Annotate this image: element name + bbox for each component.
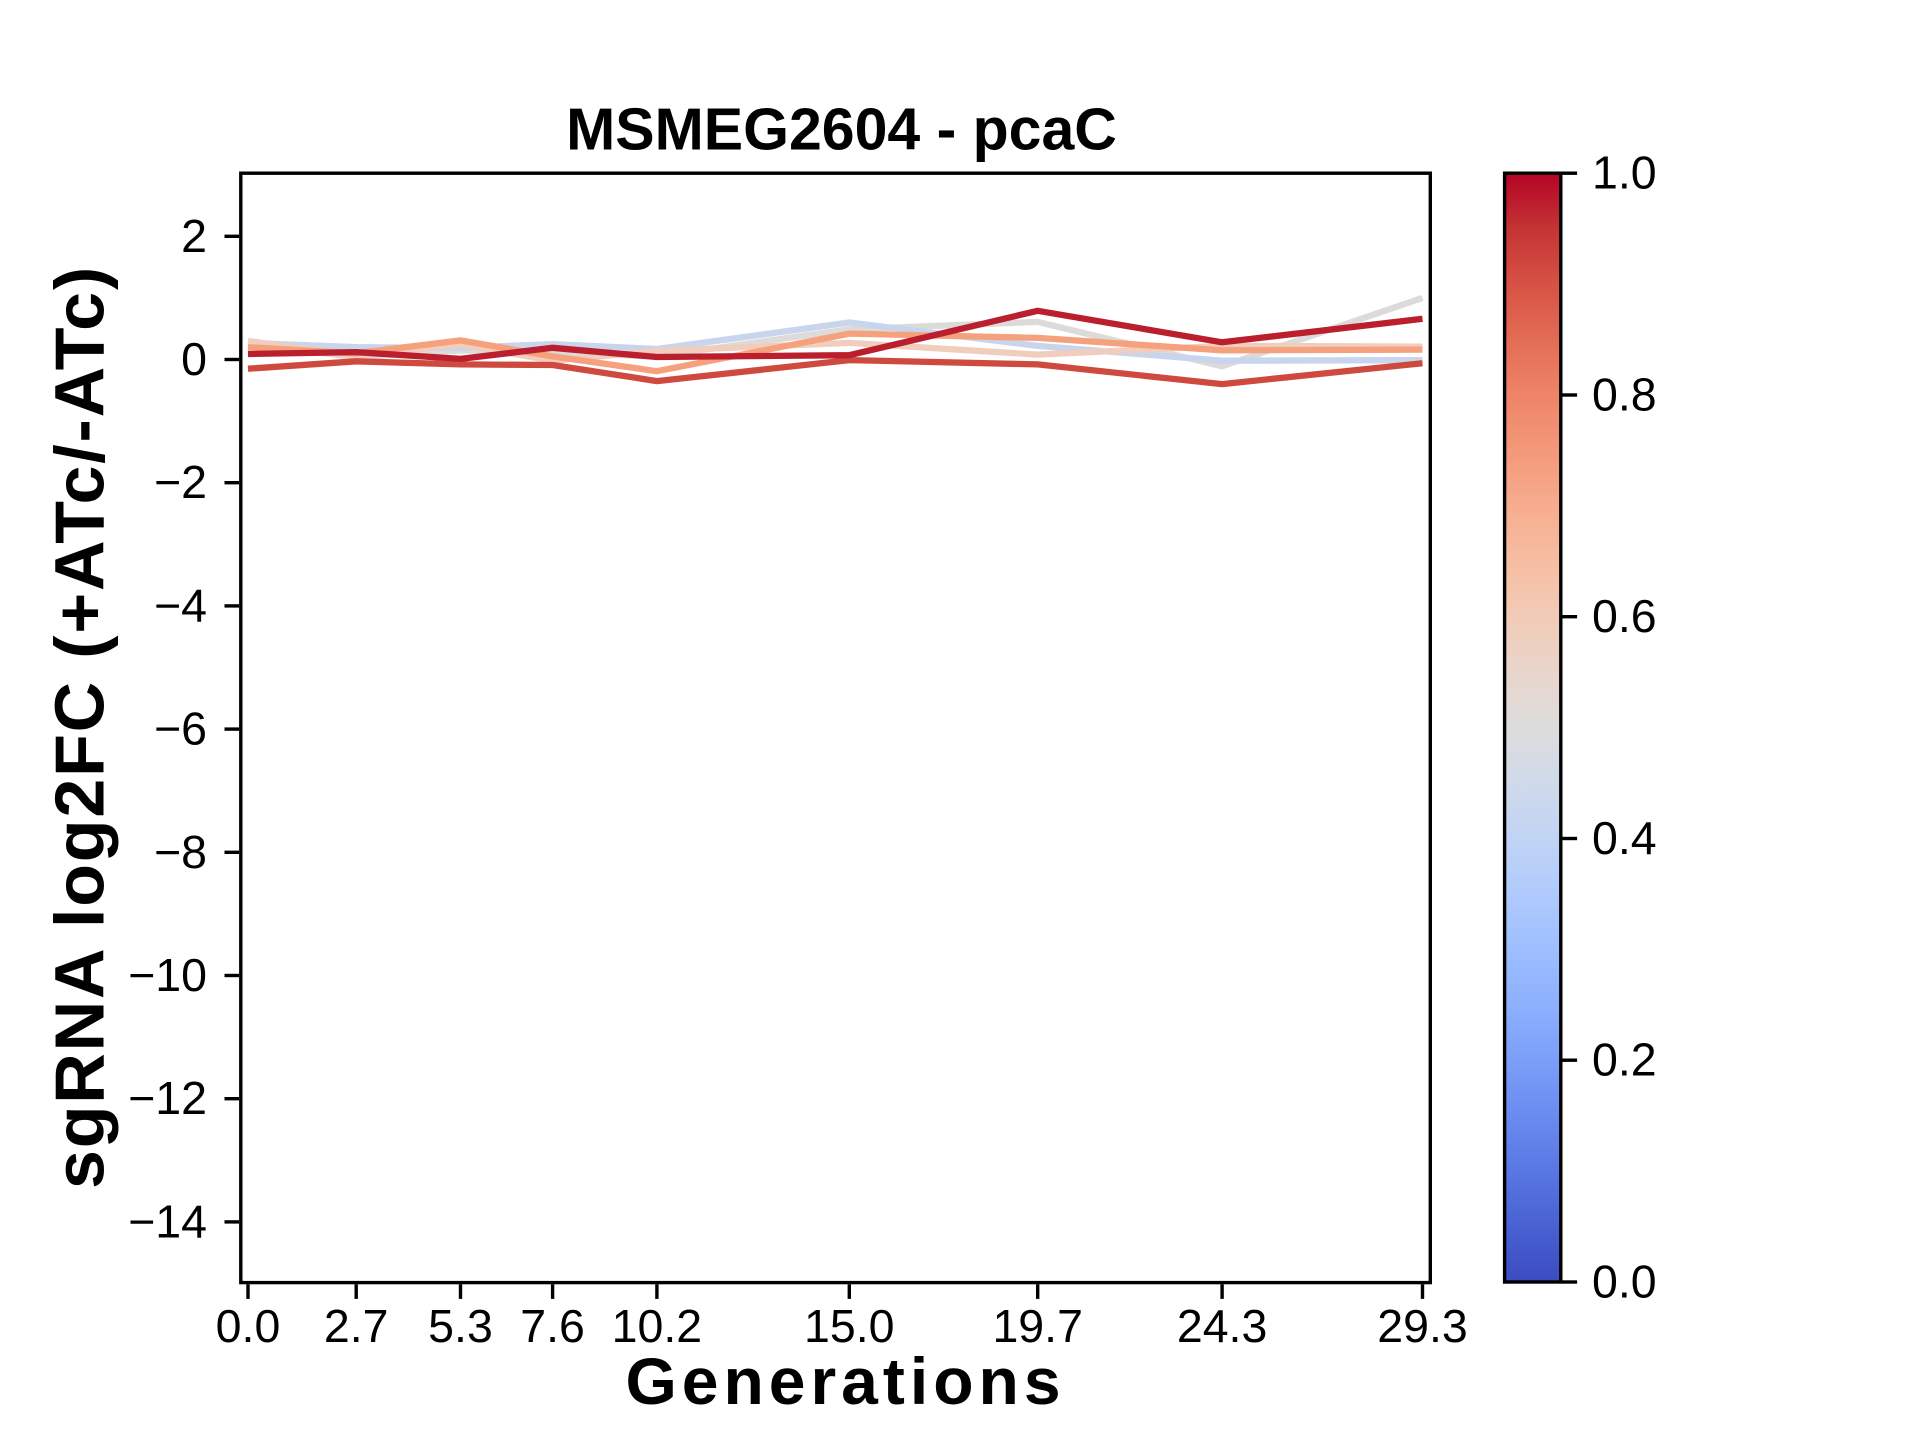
svg-text:−8: −8 bbox=[154, 826, 207, 878]
svg-text:15.0: 15.0 bbox=[804, 1300, 895, 1352]
svg-text:−14: −14 bbox=[128, 1195, 207, 1247]
svg-text:10.2: 10.2 bbox=[612, 1300, 703, 1352]
svg-text:24.3: 24.3 bbox=[1177, 1300, 1268, 1352]
svg-text:0.0: 0.0 bbox=[216, 1300, 281, 1352]
svg-text:−2: −2 bbox=[154, 456, 207, 508]
svg-text:2: 2 bbox=[181, 210, 207, 262]
svg-text:0.0: 0.0 bbox=[1592, 1256, 1657, 1308]
svg-text:Generations: Generations bbox=[625, 1344, 1065, 1418]
svg-text:MSMEG2604 - pcaC: MSMEG2604 - pcaC bbox=[566, 97, 1117, 163]
svg-text:−10: −10 bbox=[128, 949, 207, 1001]
svg-text:sgRNA log2FC (+ATc/-ATc): sgRNA log2FC (+ATc/-ATc) bbox=[41, 265, 119, 1189]
svg-text:1.0: 1.0 bbox=[1592, 147, 1657, 199]
svg-text:0: 0 bbox=[181, 333, 207, 385]
svg-text:0.8: 0.8 bbox=[1592, 369, 1657, 421]
svg-text:0.4: 0.4 bbox=[1592, 812, 1657, 864]
svg-text:29.3: 29.3 bbox=[1377, 1300, 1468, 1352]
svg-text:5.3: 5.3 bbox=[428, 1300, 493, 1352]
svg-text:−4: −4 bbox=[154, 579, 207, 631]
svg-text:2.7: 2.7 bbox=[324, 1300, 389, 1352]
svg-text:−12: −12 bbox=[128, 1072, 207, 1124]
svg-text:−6: −6 bbox=[154, 703, 207, 755]
svg-text:0.6: 0.6 bbox=[1592, 590, 1657, 642]
svg-text:19.7: 19.7 bbox=[992, 1300, 1083, 1352]
svg-text:0.2: 0.2 bbox=[1592, 1034, 1657, 1086]
svg-text:7.6: 7.6 bbox=[520, 1300, 585, 1352]
